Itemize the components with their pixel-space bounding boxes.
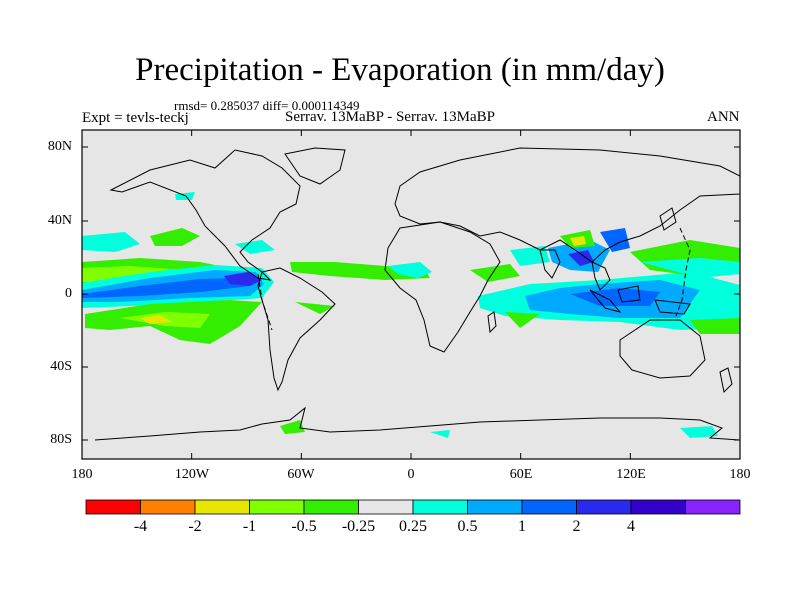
colorbar-label: -4	[133, 518, 148, 535]
colorbar-swatch	[140, 499, 196, 515]
coast-australia	[619, 319, 706, 379]
lon-label-120w: 120W	[174, 467, 210, 482]
lat-label-40s: 40S	[50, 359, 72, 374]
colorbar-label: -2	[188, 518, 202, 535]
colorbar-label: 2	[572, 518, 581, 535]
lon-label-60e: 60E	[509, 467, 533, 482]
colorbar-swatch	[85, 499, 141, 515]
colorbar	[85, 499, 741, 515]
precip-anomaly-fields	[82, 192, 740, 438]
coast-japan	[659, 207, 677, 231]
lat-label-80s: 80S	[50, 432, 72, 447]
plot-title: Precipitation - Evaporation (in mm/day)	[135, 52, 665, 88]
colorbar-label: 0.5	[457, 518, 478, 535]
colorbar-label: -1	[242, 518, 257, 535]
colorbar-label: -0.5	[291, 518, 317, 535]
field-atlantic-green	[290, 262, 430, 280]
colorbar-label: 1	[518, 518, 526, 535]
colorbar-label: 4	[627, 518, 635, 535]
lon-label-60w: 60W	[287, 467, 315, 482]
field-s-indian-green	[505, 312, 540, 328]
field-s-china-sea-blue	[600, 228, 630, 252]
field-south-pacific-yellow	[140, 315, 172, 324]
colorbar-swatch	[685, 499, 741, 515]
lon-label-180e: 180	[729, 467, 751, 482]
coastlines	[94, 147, 740, 441]
colorbar-swatch	[521, 499, 577, 515]
field-ne-pacific-cyan	[82, 232, 140, 252]
field-asia-yellow	[570, 236, 586, 246]
colorbar-swatch	[412, 499, 468, 515]
colorbar-label: 0.25	[399, 518, 427, 535]
field-eq-pacific-blue	[82, 278, 250, 298]
lon-label-180w: 180	[71, 467, 93, 482]
coast-north-america	[109, 149, 301, 281]
field-nw-atlantic-cyan	[235, 240, 275, 254]
coast-madagascar	[487, 311, 497, 334]
season-label: ANN	[707, 109, 740, 125]
coast-eurasia	[394, 147, 740, 263]
field-antarctic-cyan-2	[430, 430, 450, 438]
field-w-pacific-cyan	[640, 258, 740, 278]
coast-borneo	[617, 285, 641, 303]
colorbar-label: -0.25	[341, 518, 376, 535]
coast-sumatra	[589, 289, 622, 313]
coast-antarctica	[94, 406, 740, 441]
field-w-indian-green	[470, 264, 520, 282]
stats-line: rmsd= 0.285037 diff= 0.000114349	[174, 98, 360, 113]
experiment-label: Expt = tevls-teckj	[82, 110, 189, 126]
axis-ticks	[81, 130, 741, 459]
lat-label-40n: 40N	[47, 213, 72, 228]
field-s-atlantic-green	[295, 302, 335, 314]
trench-line-andes	[257, 273, 273, 331]
field-antarctic-green	[280, 420, 305, 434]
field-eq-pacific-darkblue	[224, 272, 262, 286]
colorbar-swatch	[303, 499, 359, 515]
colorbar-swatch	[467, 499, 523, 515]
coast-new-guinea	[654, 299, 691, 315]
coast-new-zealand	[719, 367, 733, 394]
colorbar-swatch	[358, 499, 414, 515]
lon-label-120e: 120E	[616, 467, 646, 482]
coast-india	[539, 249, 561, 279]
colorbar-swatch	[249, 499, 305, 515]
comparison-label: Serrav. 13MaBP - Serrav. 13MaBP	[285, 109, 495, 125]
field-s-pacific-east-green	[690, 318, 740, 334]
field-atlantic-cyan	[388, 262, 432, 278]
field-antarctic-cyan	[680, 426, 718, 438]
coast-indochina	[591, 261, 611, 291]
lat-label-80n: 80N	[47, 139, 72, 154]
coast-africa	[384, 221, 501, 353]
lat-label-0: 0	[65, 286, 72, 301]
colorbar-swatch	[194, 499, 250, 515]
trench-line-west-pacific	[675, 227, 691, 317]
field-ne-pacific-green	[150, 228, 200, 246]
colorbar-swatch	[630, 499, 686, 515]
colorbar-swatch	[576, 499, 632, 515]
field-bay-of-bengal-blue	[568, 250, 594, 266]
lon-label-0: 0	[407, 467, 415, 482]
coast-greenland	[284, 147, 346, 185]
